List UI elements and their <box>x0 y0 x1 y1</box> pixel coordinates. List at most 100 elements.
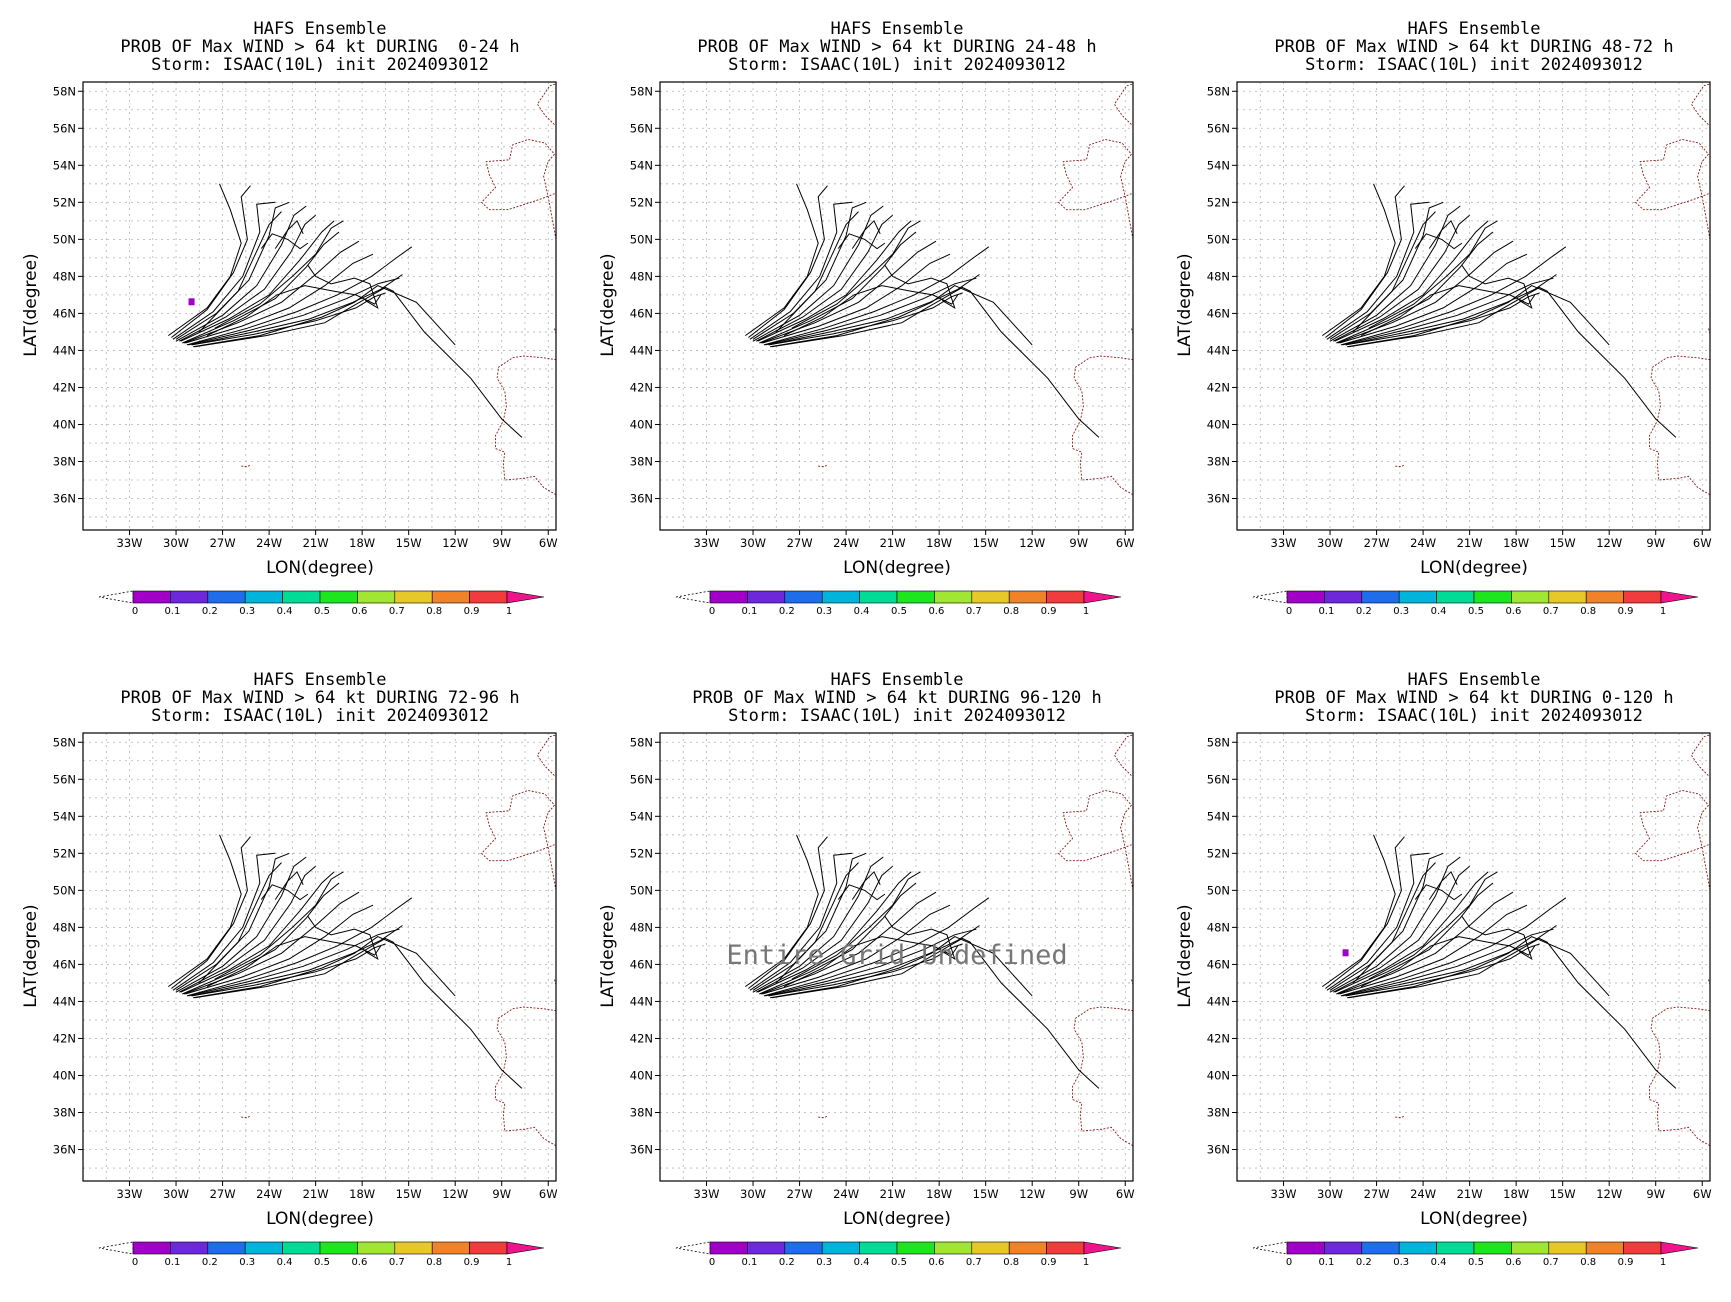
storm-info: Storm: ISAAC(10L) init 2024093012 <box>151 55 489 75</box>
y-tick-label: 48N <box>53 920 76 934</box>
coastlines <box>241 83 556 496</box>
panel-title: HAFS Ensemble <box>830 19 963 39</box>
track-line <box>1352 862 1436 984</box>
y-tick-label: 58N <box>53 84 76 98</box>
track-line <box>771 286 1100 438</box>
y-tick-label: 48N <box>53 269 76 283</box>
track-line <box>191 943 386 997</box>
colorbar-segment <box>282 1241 321 1255</box>
colorbar-segment <box>431 1241 470 1255</box>
probability-blob <box>188 298 195 306</box>
x-tick-label: 33W <box>1271 1187 1297 1201</box>
colorbar-segment <box>1548 590 1587 604</box>
undefined-grid-note: Entire Grid Undefined <box>726 940 1067 971</box>
x-tick-label: 12W <box>1596 1187 1622 1201</box>
x-tick-label: 18W <box>926 1187 952 1201</box>
track-line <box>1336 882 1494 995</box>
colorbar: 0 0.1 0.2 0.3 0.4 0.5 0.6 0.7 0.8 0.9 1 <box>1252 1241 1699 1268</box>
x-tick-label: 21W <box>880 536 906 550</box>
colorbar-segment <box>1286 590 1325 604</box>
track-line <box>194 286 523 438</box>
x-tick-label: 30W <box>163 536 189 550</box>
colorbar-segment <box>1398 590 1437 604</box>
coastline <box>1072 1006 1133 1147</box>
colorbar: 0 0.1 0.2 0.3 0.4 0.5 0.6 0.7 0.8 0.9 1 <box>1252 590 1699 617</box>
y-tick-label: 46N <box>1207 957 1230 971</box>
colorbar-label: 1 <box>506 1257 512 1268</box>
y-tick-label: 50N <box>630 883 653 897</box>
colorbar-segment <box>859 590 898 604</box>
track-line <box>172 201 276 340</box>
ensemble-tracks <box>1322 183 1677 438</box>
colorbar-label: 0.2 <box>1356 1257 1372 1268</box>
track-line <box>791 220 921 329</box>
coastline <box>1649 1006 1710 1147</box>
storm-info: Storm: ISAAC(10L) init 2024093012 <box>728 55 1066 75</box>
x-tick-label: 15W <box>1550 1187 1576 1201</box>
x-tick-label: 6W <box>1693 536 1712 550</box>
y-tick-label: 46N <box>53 957 76 971</box>
colorbar-segment <box>859 1241 898 1255</box>
y-tick-label: 52N <box>1207 195 1230 209</box>
coastlines <box>241 734 556 1147</box>
y-tick-label: 56N <box>1207 121 1230 135</box>
panel-subtitle: PROB OF Max WIND > 64 kt DURING 96-120 h <box>692 688 1101 708</box>
colorbar-over-arrow <box>1660 1241 1699 1255</box>
colorbar-label: 0.2 <box>779 606 795 617</box>
x-tick-label: 12W <box>442 536 468 550</box>
colorbar-label: 0.7 <box>1543 1257 1559 1268</box>
track-line <box>752 856 884 993</box>
colorbar-over-arrow <box>506 590 545 604</box>
panel-title: HAFS Ensemble <box>253 19 386 39</box>
track-line <box>759 882 917 995</box>
x-tick-label: 9W <box>492 1187 511 1201</box>
x-tick-label: 30W <box>163 1187 189 1201</box>
y-axis-ticks: 36N 38N 40N 42N 44N 46N 48N 50N 52N 54N 56N 58N <box>1207 735 1237 1157</box>
y-tick-label: 44N <box>53 343 76 357</box>
x-axis-ticks: 33W 30W 27W 24W 21W 18W 15W 12W 9W 6W <box>1271 530 1712 550</box>
storm-info: Storm: ISAAC(10L) init 2024093012 <box>1305 706 1643 726</box>
panel-title: HAFS Ensemble <box>1407 19 1540 39</box>
y-tick-label: 44N <box>1207 994 1230 1008</box>
colorbar-segment <box>207 1241 246 1255</box>
colorbar-segment <box>282 590 321 604</box>
track-line <box>837 884 886 901</box>
x-tick-label: 12W <box>442 1187 468 1201</box>
track-line <box>191 925 403 997</box>
y-tick-label: 36N <box>630 1143 653 1157</box>
colorbar-over-arrow <box>506 1241 545 1255</box>
x-axis-ticks: 33W 30W 27W 24W 21W 18W 15W 12W 9W 6W <box>117 1181 558 1201</box>
x-tick-label: 12W <box>1596 536 1622 550</box>
x-tick-label: 9W <box>1646 1187 1665 1201</box>
track-line <box>748 836 828 989</box>
colorbar-over-arrow <box>1660 590 1699 604</box>
colorbar-segment <box>971 590 1010 604</box>
colorbar-label: 0.5 <box>314 606 330 617</box>
y-tick-label: 40N <box>53 417 76 431</box>
coastline <box>1072 355 1133 496</box>
colorbar-segment <box>1548 1241 1587 1255</box>
x-tick-label: 30W <box>1317 536 1343 550</box>
track-line <box>178 214 316 342</box>
y-axis-label: LAT(degree) <box>598 904 618 1007</box>
colorbar-segment <box>469 590 508 604</box>
colorbar-segment <box>1436 1241 1475 1255</box>
colorbar-label: 0.6 <box>1505 1257 1521 1268</box>
colorbar-segment <box>394 1241 433 1255</box>
colorbar-label: 1 <box>1660 606 1666 617</box>
track-line <box>260 233 309 250</box>
panel-subtitle: PROB OF Max WIND > 64 kt DURING 24-48 h <box>697 37 1096 57</box>
x-tick-label: 18W <box>1503 1187 1529 1201</box>
colorbar-label: 0.7 <box>966 606 982 617</box>
coastlines <box>1395 83 1710 496</box>
track-line <box>185 904 374 995</box>
track-line <box>172 852 276 991</box>
track-line <box>191 274 403 346</box>
map-panel-48-72h: HAFS Ensemble PROB OF Max WIND > 64 kt DU… <box>1154 0 1731 651</box>
coastline <box>1690 734 1710 776</box>
colorbar-label: 0.2 <box>1356 606 1372 617</box>
x-tick-label: 6W <box>539 536 558 550</box>
x-axis-ticks: 33W 30W 27W 24W 21W 18W 15W 12W 9W 6W <box>1271 1181 1712 1201</box>
y-tick-label: 40N <box>630 417 653 431</box>
x-tick-label: 15W <box>973 1187 999 1201</box>
